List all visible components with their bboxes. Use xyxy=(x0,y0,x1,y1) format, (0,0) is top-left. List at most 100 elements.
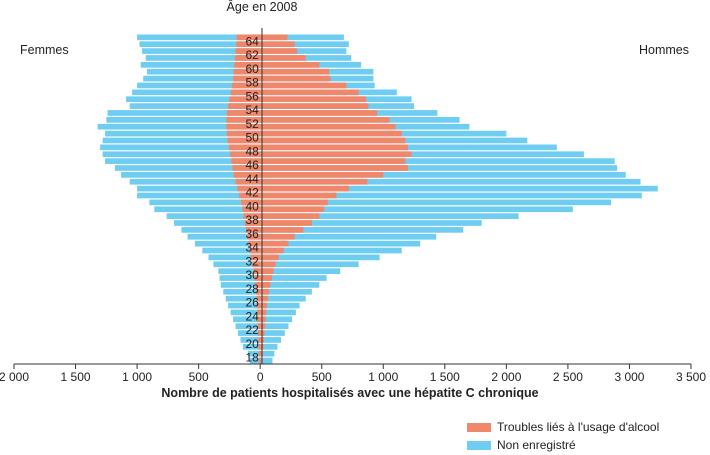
bar-women-unregistered-age-64 xyxy=(137,34,261,41)
age-label-38: 38 xyxy=(246,213,260,227)
age-label-26: 26 xyxy=(246,296,260,310)
bar-women-alcohol-age-23 xyxy=(257,316,261,323)
bar-men-alcohol-age-57 xyxy=(260,82,347,89)
bar-women-unregistered-age-21 xyxy=(238,330,261,336)
bar-women-alcohol-age-44 xyxy=(233,172,261,178)
legend-label-unregistered: Non enregistré xyxy=(497,438,576,452)
bar-women-unregistered-age-62 xyxy=(142,48,261,54)
bar-women-unregistered-age-53 xyxy=(107,110,261,116)
bar-men-alcohol-age-64 xyxy=(260,34,288,41)
bar-women-unregistered-age-38 xyxy=(166,213,261,219)
bar-women-alcohol-age-39 xyxy=(242,206,261,213)
bar-men-alcohol-age-33 xyxy=(260,247,284,254)
bar-women-alcohol-age-60 xyxy=(234,61,261,68)
bar-women-unregistered-age-18 xyxy=(247,350,261,357)
bar-women-alcohol-age-19 xyxy=(258,343,261,350)
bar-men-unregistered-age-27 xyxy=(260,288,312,295)
bar-men-unregistered-age-44 xyxy=(260,172,626,178)
legend-label-alcohol: Troubles liés à l'usage d'alcool xyxy=(497,420,660,434)
bar-men-alcohol-age-49 xyxy=(260,137,406,144)
bar-women-unregistered-age-54 xyxy=(129,103,261,109)
bar-men-alcohol-age-35 xyxy=(260,233,295,240)
bar-women-alcohol-age-54 xyxy=(228,103,261,109)
bar-men-alcohol-age-50 xyxy=(260,130,402,137)
bar-men-alcohol-age-31 xyxy=(260,261,276,268)
bar-women-unregistered-age-48 xyxy=(100,144,261,151)
bar-women-alcohol-age-18 xyxy=(258,350,261,357)
bar-women-unregistered-age-45 xyxy=(114,165,261,171)
bar-men-alcohol-age-43 xyxy=(260,178,368,185)
bar-men-unregistered-age-34 xyxy=(260,240,421,247)
bar-women-unregistered-age-52 xyxy=(106,117,261,123)
x-tick-label: 2 500 xyxy=(553,370,583,384)
bar-men-alcohol-age-29 xyxy=(260,275,272,281)
bar-men-unregistered-age-28 xyxy=(260,282,320,288)
age-label-34: 34 xyxy=(246,241,260,255)
bar-men-unregistered-age-42 xyxy=(260,185,658,192)
bar-women-alcohol-age-24 xyxy=(257,309,261,316)
age-label-32: 32 xyxy=(246,254,260,268)
bar-women-unregistered-age-60 xyxy=(140,61,261,68)
bar-women-alcohol-age-63 xyxy=(236,41,261,48)
bar-women-unregistered-age-40 xyxy=(149,199,261,206)
age-label-54: 54 xyxy=(246,103,260,117)
bar-men-alcohol-age-27 xyxy=(260,288,270,295)
bar-women-alcohol-age-17 xyxy=(258,357,261,364)
bar-men-unregistered-age-35 xyxy=(260,233,437,240)
bar-men-alcohol-age-47 xyxy=(260,151,412,158)
x-tick-label: 2 000 xyxy=(0,370,29,384)
bar-men-alcohol-age-28 xyxy=(260,282,271,288)
x-tick-label: 3 500 xyxy=(676,370,706,384)
bar-women-unregistered-age-35 xyxy=(187,233,261,240)
bar-women-unregistered-age-61 xyxy=(145,55,261,61)
age-label-60: 60 xyxy=(246,62,260,76)
bar-women-unregistered-age-50 xyxy=(105,130,261,137)
bar-men-unregistered-age-29 xyxy=(260,275,327,281)
bar-women-unregistered-age-31 xyxy=(213,261,261,268)
bar-women-alcohol-age-27 xyxy=(255,288,261,295)
age-label-64: 64 xyxy=(246,34,260,48)
bar-women-unregistered-age-29 xyxy=(219,275,261,281)
bar-men-unregistered-age-19 xyxy=(260,343,278,350)
bar-women-alcohol-age-62 xyxy=(235,48,261,54)
bar-women-unregistered-age-41 xyxy=(137,192,261,199)
bar-men-unregistered-age-25 xyxy=(260,302,300,309)
bar-men-alcohol-age-24 xyxy=(260,309,267,316)
bar-women-unregistered-age-28 xyxy=(220,282,261,288)
bar-women-alcohol-age-43 xyxy=(235,178,261,185)
bar-men-unregistered-age-48 xyxy=(260,144,557,151)
bar-women-unregistered-age-47 xyxy=(102,151,261,158)
bar-women-unregistered-age-23 xyxy=(233,316,261,323)
bar-men-alcohol-age-51 xyxy=(260,123,396,130)
bar-men-alcohol-age-55 xyxy=(260,96,367,103)
bar-women-unregistered-age-34 xyxy=(194,240,261,247)
bar-women-unregistered-age-27 xyxy=(223,288,261,295)
bar-women-unregistered-age-43 xyxy=(129,178,261,185)
bar-men-unregistered-age-20 xyxy=(260,337,282,343)
bar-women-unregistered-age-56 xyxy=(132,89,261,96)
bar-women-unregistered-age-24 xyxy=(230,309,261,316)
bar-women-unregistered-age-55 xyxy=(126,96,261,103)
bar-men-alcohol-age-45 xyxy=(260,165,408,171)
bar-men-unregistered-age-43 xyxy=(260,178,641,185)
age-label-30: 30 xyxy=(246,268,260,282)
bar-women-alcohol-age-48 xyxy=(228,144,261,151)
bar-women-alcohol-age-59 xyxy=(233,68,261,75)
bar-women-unregistered-age-59 xyxy=(146,68,261,75)
bar-women-alcohol-age-31 xyxy=(252,261,261,268)
bar-women-unregistered-age-20 xyxy=(240,337,261,343)
x-tick-label: 1 500 xyxy=(61,370,91,384)
bar-women-alcohol-age-20 xyxy=(258,337,261,343)
bar-women-alcohol-age-40 xyxy=(241,199,261,206)
bar-men-alcohol-age-25 xyxy=(260,302,267,309)
bar-men-alcohol-age-48 xyxy=(260,144,408,151)
age-label-22: 22 xyxy=(246,323,260,337)
bar-women-alcohol-age-33 xyxy=(249,247,261,254)
bar-women-alcohol-age-22 xyxy=(257,323,261,330)
bar-women-alcohol-age-55 xyxy=(229,96,261,103)
x-tick-label: 0 xyxy=(257,370,264,384)
bar-women-unregistered-age-57 xyxy=(137,82,261,89)
bar-women-alcohol-age-32 xyxy=(250,254,261,261)
bar-women-alcohol-age-58 xyxy=(233,75,261,82)
bar-women-alcohol-age-36 xyxy=(246,227,261,233)
